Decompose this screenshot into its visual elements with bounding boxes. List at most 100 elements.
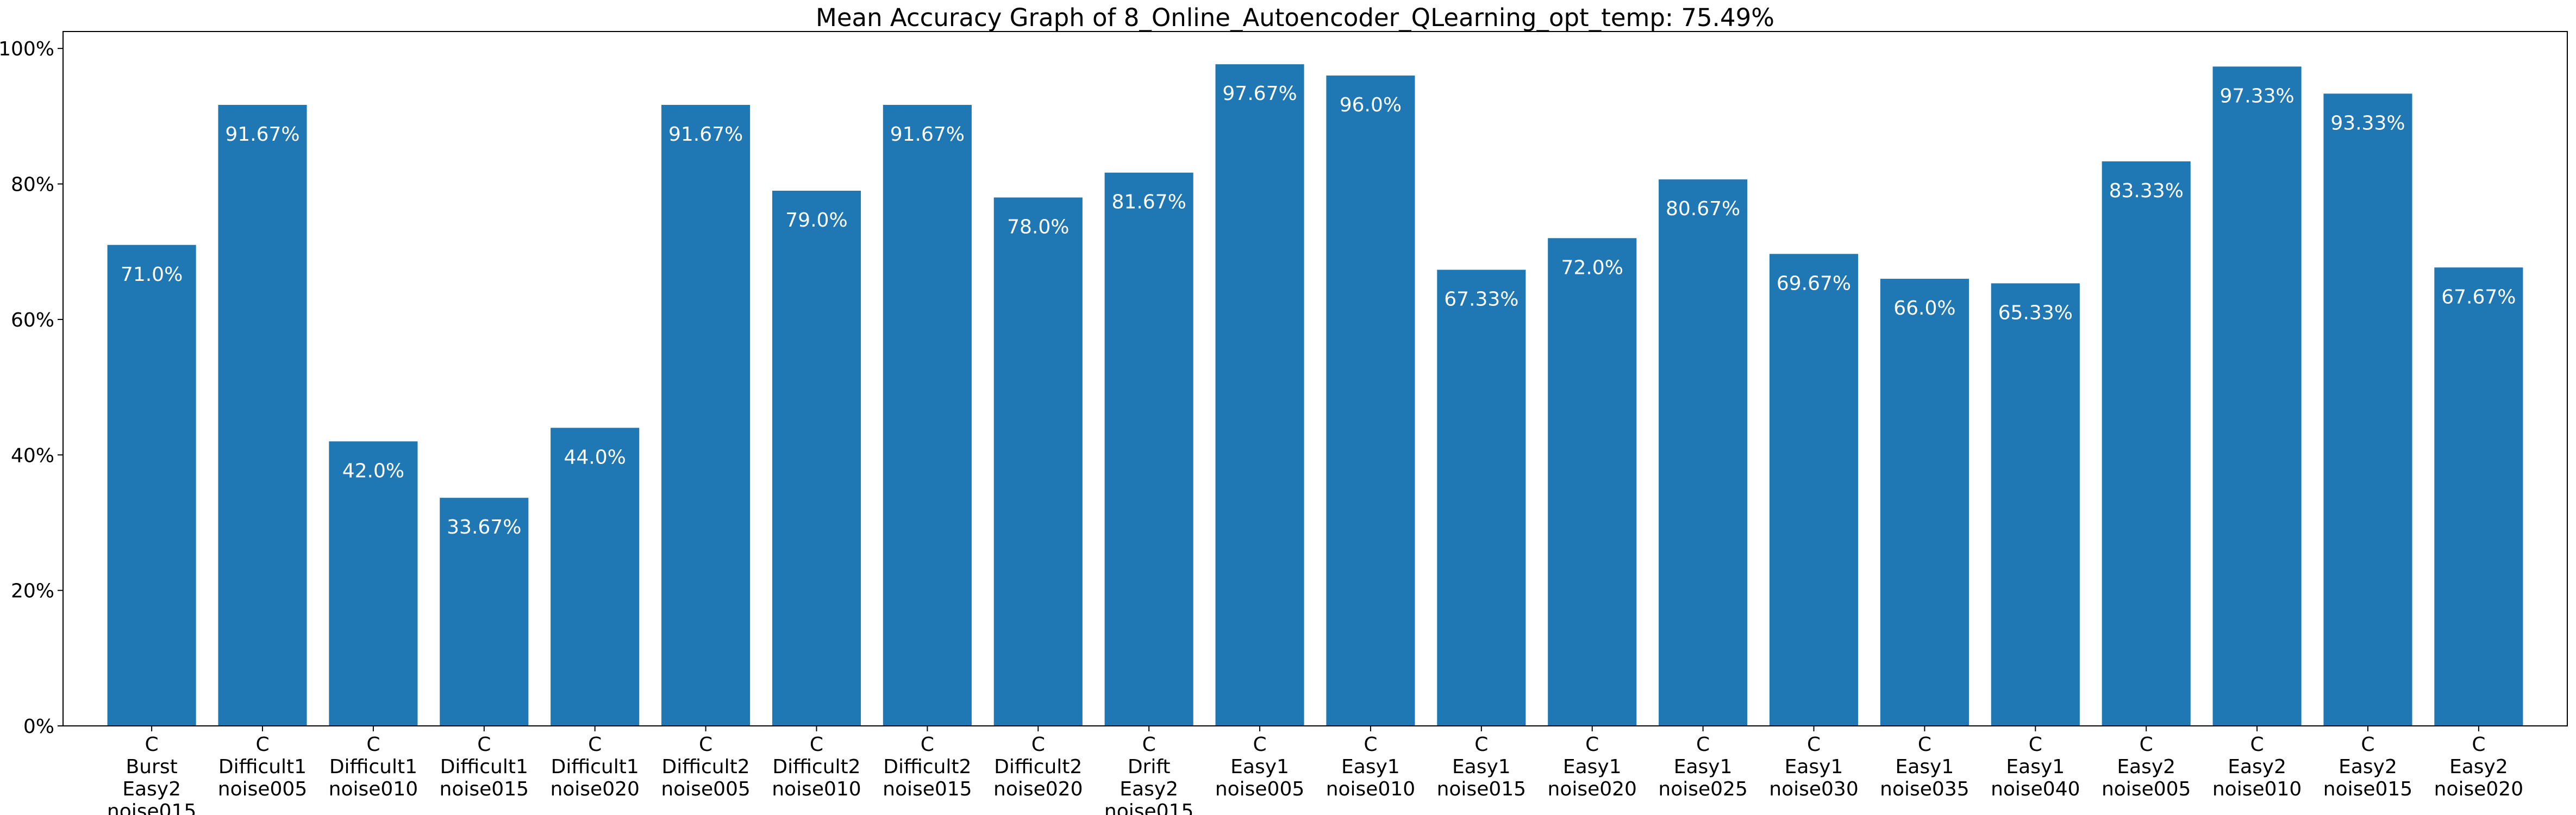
x-tick-label-line: C — [477, 734, 491, 756]
x-tick-label-line: Easy2 — [2339, 756, 2397, 778]
x-tick-label-line: C — [366, 734, 380, 756]
x-tick-label: C Easy2 noise010 — [2212, 734, 2302, 800]
x-tick-label-line: Difficult1 — [440, 756, 528, 778]
x-tick-label-line: Easy1 — [2006, 756, 2065, 778]
bar — [329, 441, 418, 726]
x-tick-label: C Difficult1 noise010 — [329, 734, 418, 800]
x-tick-label: C Easy2 noise020 — [2434, 734, 2523, 800]
x-tick-label-line: noise015 — [1437, 778, 1526, 800]
x-tick-label-line: C — [1142, 734, 1156, 756]
x-tick-label: C Difficult1 noise005 — [218, 734, 307, 800]
bar-value-label: 72.0% — [1561, 256, 1623, 279]
x-tick-label-line: Easy2 — [122, 778, 181, 800]
bar-value-label: 97.33% — [2219, 85, 2294, 107]
x-tick-label-line: Difficult1 — [218, 756, 307, 778]
y-tick-label: 80% — [11, 174, 54, 196]
x-tick-label-line: Easy1 — [1563, 756, 1622, 778]
x-tick-label: C Easy1 noise035 — [1880, 734, 1969, 800]
bar-value-label: 69.67% — [1777, 272, 1851, 294]
x-tick-label-line: Easy2 — [1120, 778, 1178, 800]
y-axis: 0% 20% 40% 60% 80% 100% — [0, 38, 63, 738]
x-tick-label-line: Difficult2 — [772, 756, 860, 778]
x-tick-label-line: Easy1 — [1452, 756, 1511, 778]
bar-value-label: 71.0% — [121, 264, 183, 286]
bar — [772, 191, 861, 726]
bar — [2102, 161, 2191, 726]
bar-value-label: 42.0% — [342, 460, 404, 482]
x-tick-label: C Easy1 noise005 — [1215, 734, 1304, 800]
x-tick-label-line: noise020 — [993, 778, 1083, 800]
x-tick-label-line: Difficult2 — [883, 756, 971, 778]
x-tick-label-line: C — [2250, 734, 2264, 756]
y-tick-label: 60% — [11, 309, 54, 331]
x-tick-label: C Difficult2 noise010 — [772, 734, 861, 800]
x-tick-label-line: C — [1696, 734, 1710, 756]
y-tick-label: 100% — [0, 38, 54, 60]
bar-value-label: 67.67% — [2441, 286, 2516, 308]
bar — [2434, 267, 2523, 726]
x-tick-label: C Difficult1 noise020 — [550, 734, 639, 800]
bar — [1880, 279, 1969, 726]
bar — [440, 498, 529, 726]
bar — [1769, 254, 1859, 726]
bar-value-label: 83.33% — [2109, 180, 2184, 202]
x-tick-label: C Easy1 noise040 — [1991, 734, 2080, 800]
x-tick-label: C Easy2 noise005 — [2102, 734, 2191, 800]
x-tick-label-line: C — [699, 734, 712, 756]
bar-value-label: 44.0% — [564, 446, 626, 468]
x-tick-label-line: C — [1031, 734, 1045, 756]
bar-labels-group: 71.0% 91.67% 42.0% 33.67% 44.0% 91.67% 79.0% 91… — [121, 83, 2516, 538]
x-tick-label-line: noise005 — [2102, 778, 2191, 800]
x-tick-label-line: C — [2029, 734, 2042, 756]
bar-value-label: 81.67% — [1112, 191, 1186, 214]
x-tick-label-line: C — [2361, 734, 2374, 756]
bar — [1548, 238, 1637, 726]
x-tick-label-line: Easy1 — [1341, 756, 1400, 778]
x-tick-label-line: C — [2472, 734, 2485, 756]
x-tick-label-line: noise010 — [1326, 778, 1415, 800]
x-tick-label-line: C — [145, 734, 159, 756]
x-tick-label-line: noise015 — [2323, 778, 2412, 800]
bar — [1659, 179, 1748, 726]
x-tick-label: C Easy1 noise010 — [1326, 734, 1415, 800]
x-tick-label: C Difficult2 noise005 — [661, 734, 750, 800]
x-tick-label-line: noise010 — [329, 778, 418, 800]
x-tick-label: C Burst Easy2 noise015 — [107, 734, 196, 815]
x-tick-label: C Easy1 noise015 — [1437, 734, 1526, 800]
bar — [883, 105, 972, 726]
x-tick-label-line: C — [255, 734, 269, 756]
bar-value-label: 67.33% — [1444, 289, 1518, 311]
bar — [1437, 269, 1526, 726]
bar — [661, 105, 751, 726]
x-tick-label-line: C — [1253, 734, 1266, 756]
x-tick-label-line: Burst — [126, 756, 178, 778]
x-tick-label-line: C — [921, 734, 934, 756]
x-tick-label-line: C — [1918, 734, 1931, 756]
bar-value-label: 91.67% — [225, 123, 299, 146]
x-tick-label-line: Easy1 — [1230, 756, 1289, 778]
x-tick-label-line: Difficult1 — [551, 756, 639, 778]
plot-frame — [62, 31, 2568, 726]
bar — [1215, 64, 1304, 726]
x-tick-label-line: noise005 — [661, 778, 750, 800]
x-tick-label-line: noise010 — [772, 778, 861, 800]
bar — [2212, 66, 2302, 726]
x-tick-label-line: Difficult2 — [661, 756, 749, 778]
x-tick-label-line: Easy2 — [2117, 756, 2175, 778]
x-tick-label-line: noise005 — [1215, 778, 1304, 800]
x-tick-label-line: noise030 — [1769, 778, 1858, 800]
bar-value-label: 93.33% — [2330, 112, 2405, 134]
x-tick-label-line: noise025 — [1658, 778, 1747, 800]
bar-value-label: 80.67% — [1666, 198, 1740, 220]
x-tick-label-line: C — [1585, 734, 1599, 756]
x-tick-label: C Difficult1 noise015 — [440, 734, 529, 800]
x-tick-label-line: Easy1 — [1674, 756, 1733, 778]
x-tick-label-line: Difficult1 — [329, 756, 417, 778]
y-tick-label: 0% — [23, 716, 54, 738]
x-tick-label: C Difficult2 noise020 — [993, 734, 1083, 800]
bar-value-label: 65.33% — [1998, 302, 2073, 324]
bar — [993, 197, 1083, 726]
x-tick-label-line: noise020 — [1548, 778, 1637, 800]
